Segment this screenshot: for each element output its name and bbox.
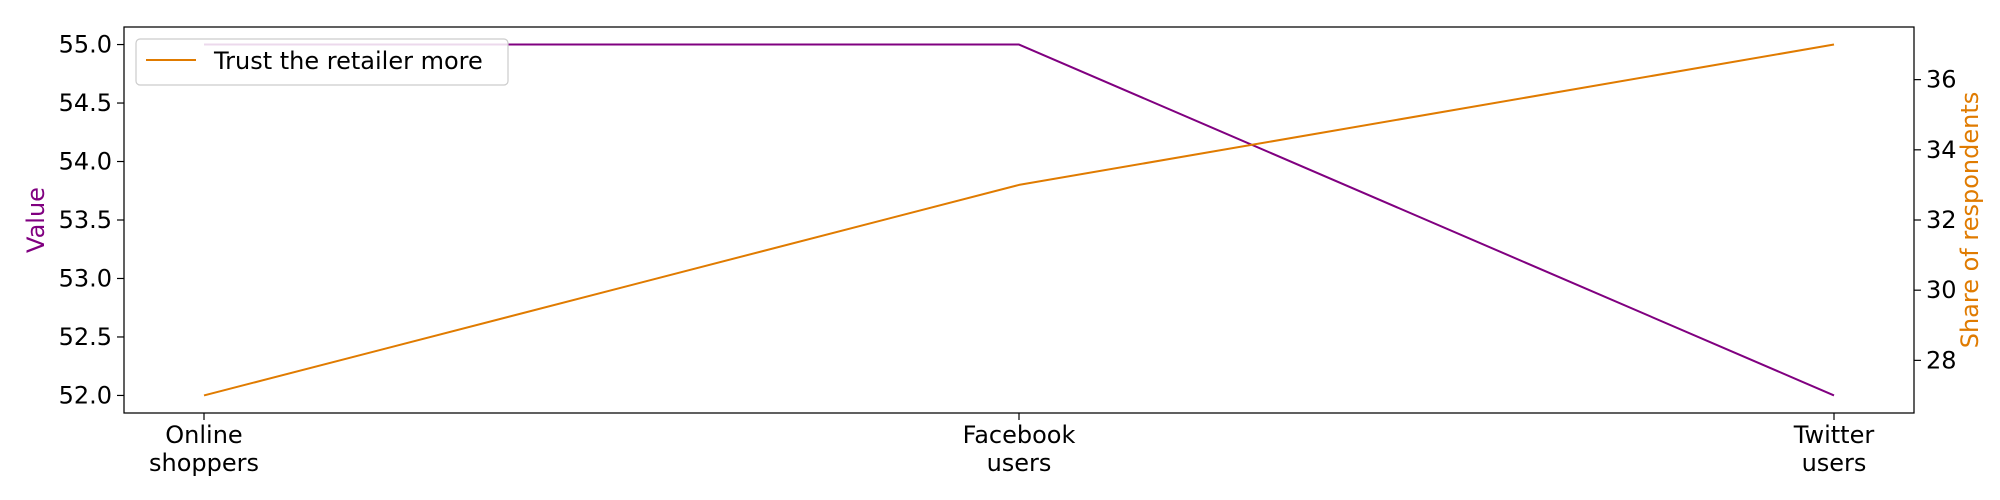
right-axis-title: Share of respondents (1956, 92, 1984, 349)
series-line-left (204, 43, 1835, 397)
plot-frame (123, 26, 1915, 414)
right-axis-ticks: 28 30 32 34 36 (1914, 66, 1957, 374)
legend-label: Trust the retailer more (213, 47, 483, 75)
left-tick-label: 53.0 (59, 264, 112, 292)
left-axis-ticks: 52.0 52.5 53.0 53.5 54.0 54.5 55.0 (59, 31, 124, 409)
series-layer (203, 43, 1835, 397)
left-tick-label: 54.0 (59, 148, 112, 176)
left-tick-label: 52.5 (59, 323, 112, 351)
right-tick-label: 34 (1926, 136, 1957, 164)
right-tick-label: 32 (1926, 206, 1957, 234)
left-tick-label: 55.0 (59, 31, 112, 59)
legend-box (135, 38, 509, 86)
right-tick-label: 28 (1926, 346, 1957, 374)
left-tick-label: 53.5 (59, 206, 112, 234)
series-line-right (203, 43, 1835, 397)
x-tick-label: Twitter users (1793, 421, 1875, 477)
x-tick-label: Online shoppers (149, 421, 259, 477)
x-axis-ticks: Online shoppers Facebook users Twitter users (149, 413, 1874, 477)
right-tick-label: 36 (1926, 66, 1957, 94)
legend: Trust the retailer more (135, 38, 509, 86)
left-tick-label: 54.5 (59, 89, 112, 117)
right-tick-label: 30 (1926, 276, 1957, 304)
x-tick-label: Facebook users (963, 421, 1076, 477)
left-axis-title: Value (22, 187, 50, 253)
left-tick-label: 52.0 (59, 381, 112, 409)
